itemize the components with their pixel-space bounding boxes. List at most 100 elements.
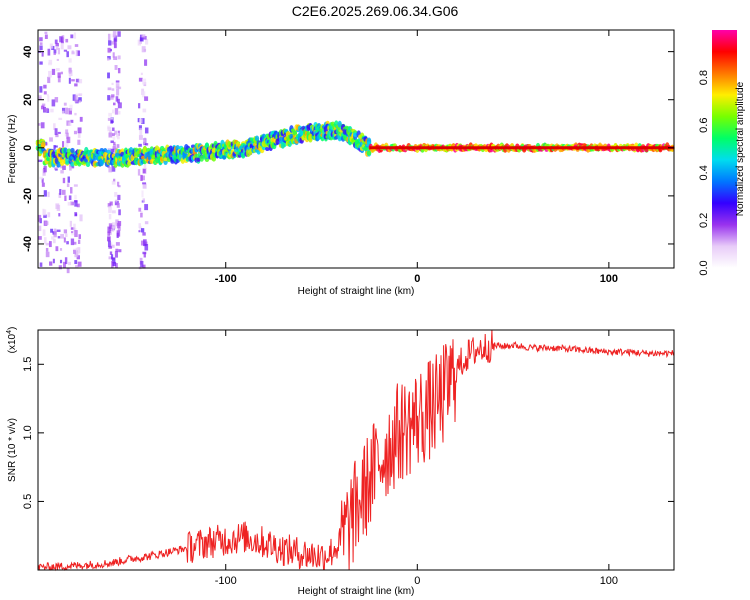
noise-mark xyxy=(142,168,146,174)
noise-mark xyxy=(117,31,121,37)
noise-mark xyxy=(58,213,61,217)
noise-mark xyxy=(44,31,48,34)
noise-mark xyxy=(64,195,67,201)
noise-mark xyxy=(75,265,79,268)
spectral-mark xyxy=(163,157,168,162)
noise-mark xyxy=(111,257,115,260)
noise-mark xyxy=(61,110,65,115)
noise-mark xyxy=(74,230,78,238)
noise-mark xyxy=(57,72,61,78)
noise-mark xyxy=(74,83,78,87)
noise-mark xyxy=(59,188,62,195)
noise-mark xyxy=(113,141,116,146)
noise-mark xyxy=(111,210,116,214)
noise-mark xyxy=(139,226,143,230)
noise-mark xyxy=(53,123,56,130)
noise-mark xyxy=(113,56,118,60)
spectral-mark xyxy=(142,146,148,154)
noise-mark xyxy=(78,234,81,239)
colorbar-tick-label: 0.8 xyxy=(698,70,710,85)
noise-mark xyxy=(54,39,58,44)
y-tick-label: 1.0 xyxy=(22,425,34,440)
noise-mark xyxy=(116,202,120,208)
noise-mark xyxy=(74,44,79,47)
noise-mark xyxy=(77,239,81,244)
noise-mark xyxy=(108,256,113,260)
spectral-mark xyxy=(47,160,53,168)
noise-mark xyxy=(117,111,121,115)
noise-mark xyxy=(118,249,122,253)
noise-mark xyxy=(140,228,145,233)
noise-mark xyxy=(108,40,112,46)
noise-mark xyxy=(111,226,115,233)
spectral-mark xyxy=(222,155,227,160)
noise-mark xyxy=(51,99,56,107)
noise-mark xyxy=(70,238,75,246)
noise-mark xyxy=(60,71,63,75)
noise-mark xyxy=(111,180,116,185)
noise-mark xyxy=(116,88,120,96)
noise-mark xyxy=(54,228,57,236)
snr-series-line xyxy=(37,329,675,572)
noise-mark xyxy=(65,129,69,134)
noise-mark xyxy=(110,140,114,144)
noise-mark xyxy=(66,120,70,126)
x-tick-label: -100 xyxy=(215,575,237,587)
noise-mark xyxy=(59,36,63,43)
noise-mark xyxy=(68,108,72,115)
noise-mark xyxy=(66,136,71,144)
noise-mark xyxy=(114,130,118,135)
noise-mark xyxy=(68,67,72,74)
noise-mark xyxy=(47,212,51,218)
noise-mark xyxy=(107,240,111,247)
noise-mark xyxy=(110,96,114,100)
noise-mark xyxy=(47,95,50,102)
noise-mark xyxy=(112,149,115,157)
noise-mark xyxy=(75,93,80,96)
noise-mark xyxy=(64,257,68,265)
noise-mark xyxy=(138,143,142,147)
noise-mark xyxy=(54,167,57,170)
noise-mark xyxy=(38,95,42,98)
noise-mark xyxy=(142,232,146,236)
colorbar-label: Normalized spectral amplitude xyxy=(735,81,746,216)
noise-mark xyxy=(57,76,61,83)
spectral-mark xyxy=(199,154,204,162)
noise-mark xyxy=(49,137,53,142)
noise-mark xyxy=(39,42,43,45)
noise-mark xyxy=(117,98,120,104)
noise-mark xyxy=(44,107,49,112)
noise-mark xyxy=(77,50,81,56)
noise-mark xyxy=(110,119,114,124)
noise-mark xyxy=(61,107,66,114)
spectral-mark xyxy=(70,147,75,154)
noise-mark xyxy=(114,192,118,197)
noise-mark xyxy=(116,133,119,138)
noise-mark xyxy=(45,247,49,252)
noise-mark xyxy=(107,126,112,132)
noise-mark xyxy=(57,131,61,134)
noise-mark xyxy=(48,241,52,248)
noise-mark xyxy=(117,55,121,60)
noise-mark xyxy=(115,248,119,252)
noise-mark xyxy=(58,117,63,120)
noise-mark xyxy=(107,117,111,121)
noise-mark xyxy=(71,50,74,53)
snr-x-axis-label: Height of straight line (km) xyxy=(298,586,415,597)
noise-mark xyxy=(38,225,42,232)
noise-mark xyxy=(54,97,59,103)
noise-mark xyxy=(68,71,72,78)
noise-mark xyxy=(71,51,75,55)
noise-mark xyxy=(145,143,149,146)
noise-mark xyxy=(137,39,142,46)
noise-mark xyxy=(113,41,117,49)
noise-mark xyxy=(55,133,59,138)
noise-mark xyxy=(140,174,143,181)
noise-mark xyxy=(68,122,72,126)
noise-mark xyxy=(57,47,61,55)
noise-mark xyxy=(53,53,56,56)
noise-mark xyxy=(62,177,66,184)
noise-mark xyxy=(60,233,65,239)
noise-mark xyxy=(141,190,144,198)
noise-mark xyxy=(43,165,47,173)
